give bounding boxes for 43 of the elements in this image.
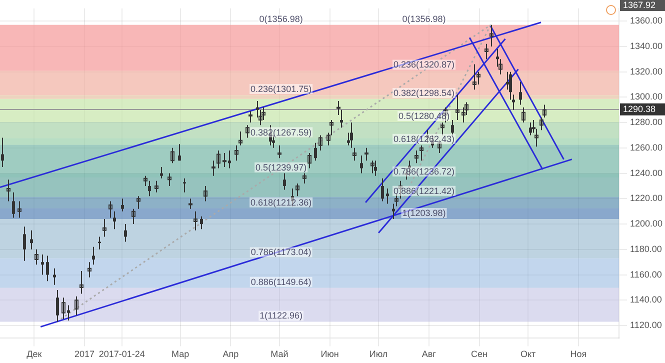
y-tick-label: 1140.00 [630,294,662,305]
annotation: 0.236(1320.87) [394,60,455,70]
x-tick-label: Июл [369,349,388,360]
y-tick-label: 1160.00 [630,269,662,280]
x-tick-label: Апр [222,349,239,360]
annotation: 0(1356.98) [259,14,303,24]
annotation: 0.886(1221.42) [394,186,455,196]
text: 1367.92 [623,0,656,10]
x-tick-label: Дек [26,349,42,360]
y-tick-label: 1300.00 [630,92,663,102]
annotation: 0.5(1280.48) [398,110,450,121]
ref-line-label: 1290.38 [623,104,656,114]
annotation: 0.786(1173.04) [250,247,312,258]
annotation: 0.236(1301.75) [250,84,312,94]
x-tick-label: Окт [520,349,536,360]
y-tick-label: 1220.00 [630,193,663,204]
x-tick-label: 2017-01-24 [98,349,145,360]
x-tick-label: Мар [172,349,190,360]
y-tick-label: 1120.00 [630,320,662,330]
annotation: 0.618(1262.43) [394,134,455,144]
annotation: 1(1122.96) [260,310,303,321]
x-tick-label: Май [270,349,288,360]
x-tick-label: Сен [471,349,488,360]
y-tick-label: 1320.00 [630,66,663,76]
x-tick-label: Ноя [570,349,587,360]
annotation: 0.382(1298.54) [394,88,455,98]
y-tick-label: 1240.00 [630,168,663,178]
y-tick-label: 1200.00 [630,218,663,229]
y-tick-label: 1180.00 [630,244,662,254]
annotation: 0.786(1236.72) [394,166,455,176]
annotation: 0.618(1212.36) [250,197,312,208]
y-tick-label: 1260.00 [630,142,663,152]
annotation: 0.886(1149.64) [250,276,312,287]
y-tick-label: 1280.00 [630,117,663,128]
x-tick-label: Авг [422,349,437,360]
x-tick-label: 2017 [74,349,94,360]
y-tick-label: 1340.00 [630,40,663,51]
x-tick-label: Июн [320,349,339,360]
annotation: 0.382(1267.59) [250,127,312,138]
annotation: 1(1203.98) [402,208,446,218]
y-tick-label: 1360.00 [630,16,663,26]
annotation: 0.5(1239.97) [256,162,307,172]
annotation: 0(1356.98) [402,14,446,24]
